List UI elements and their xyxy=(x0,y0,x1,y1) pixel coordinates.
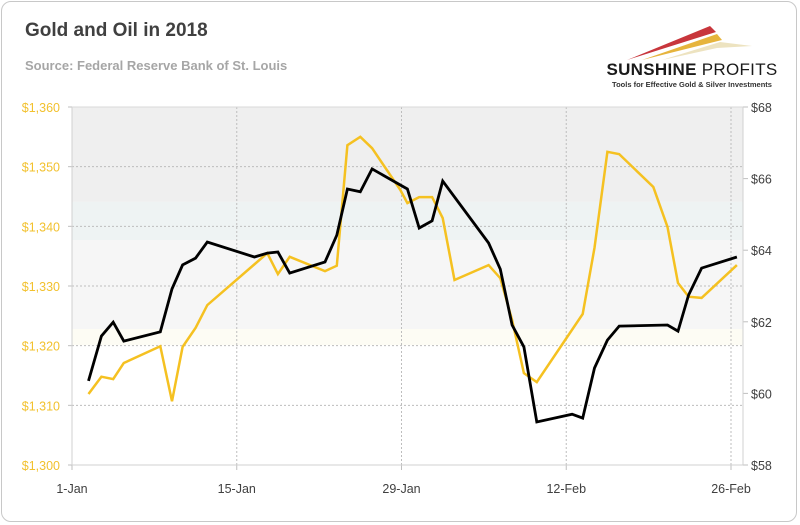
chart-subtitle: Source: Federal Reserve Bank of St. Loui… xyxy=(25,58,288,73)
left-axis-tick-label: $1,350 xyxy=(22,161,60,175)
left-axis-tick-label: $1,330 xyxy=(22,280,60,294)
chart-title: Gold and Oil in 2018 xyxy=(25,20,208,41)
left-axis-tick-label: $1,320 xyxy=(22,340,60,354)
right-axis-tick-label: $62 xyxy=(751,316,772,330)
left-axis-tick-label: $1,360 xyxy=(22,101,60,115)
x-axis-tick-label: 26-Feb xyxy=(711,482,751,496)
right-axis-tick-label: $64 xyxy=(751,244,772,258)
left-axis-tick-label: $1,340 xyxy=(22,220,60,234)
logo-tagline: Tools for Effective Gold & Silver Invest… xyxy=(612,80,772,89)
series-line-gold xyxy=(87,135,738,402)
right-axis-tick-label: $68 xyxy=(751,101,772,115)
logo-rays-icon xyxy=(627,26,752,60)
right-axis-tick-label: $58 xyxy=(751,459,772,473)
x-axis-tick-label: 1-Jan xyxy=(56,482,87,496)
sunshine-profits-logo: SUNSHINE PROFITS Tools for Effective Gol… xyxy=(592,20,792,100)
right-axis-tick-label: $66 xyxy=(751,173,772,187)
left-axis-tick-label: $1,310 xyxy=(22,399,60,413)
left-axis-tick-label: $1,300 xyxy=(22,459,60,473)
background-band xyxy=(72,201,743,241)
logo-name: SUNSHINE PROFITS xyxy=(606,60,778,79)
background-band xyxy=(72,240,743,329)
x-axis-tick-label: 29-Jan xyxy=(382,482,420,496)
background-band xyxy=(72,328,743,346)
x-axis-tick-label: 12-Feb xyxy=(546,482,586,496)
x-axis-tick-label: 15-Jan xyxy=(218,482,256,496)
right-axis-tick-label: $60 xyxy=(751,387,772,401)
background-band xyxy=(72,107,743,202)
series-line-oil xyxy=(87,166,738,424)
